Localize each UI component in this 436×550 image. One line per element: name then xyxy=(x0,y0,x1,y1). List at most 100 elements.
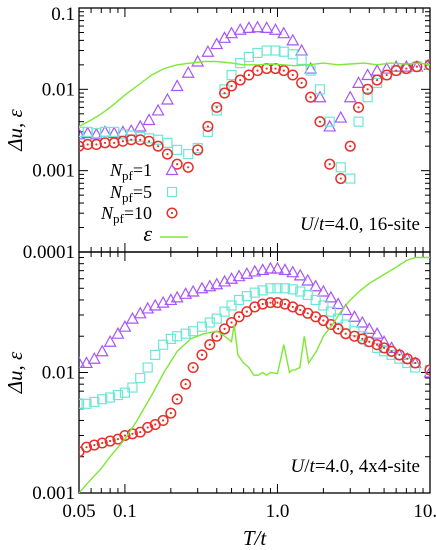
square-point xyxy=(150,349,161,360)
triangle-point xyxy=(170,290,184,303)
panel-annotation: U/t=4.0, 4x4-site xyxy=(291,456,420,477)
circle-point-center xyxy=(184,383,187,386)
square-point xyxy=(226,69,237,81)
circle-point xyxy=(96,437,108,449)
circle-point-center xyxy=(405,67,408,70)
legend-triangle-marker xyxy=(165,163,179,176)
circle-point-center xyxy=(146,426,149,429)
square-point xyxy=(270,45,281,56)
circle-point xyxy=(271,297,284,309)
circle-point-center xyxy=(130,138,133,141)
triangle-point xyxy=(186,284,200,297)
legend-square-marker xyxy=(166,186,178,198)
circle-point xyxy=(202,120,214,132)
circle-point-center xyxy=(176,398,179,401)
triangle-point xyxy=(181,65,195,78)
triangle-point xyxy=(79,356,94,369)
circle-point xyxy=(104,435,116,447)
square-point xyxy=(335,162,346,173)
triangle-point xyxy=(225,26,239,39)
triangle-point xyxy=(141,301,155,314)
circle-point-center xyxy=(353,335,356,338)
square-point xyxy=(79,398,85,409)
square-point xyxy=(272,283,283,294)
square-point xyxy=(318,300,329,311)
circle-point xyxy=(243,69,255,81)
circle-point xyxy=(196,349,208,361)
circle-point-center xyxy=(414,361,417,365)
circle-point-center xyxy=(200,353,204,356)
circle-point-center xyxy=(95,143,98,146)
plot-area xyxy=(79,20,430,185)
circle-point xyxy=(152,140,164,152)
circle-point-center xyxy=(245,310,248,313)
circle-point-center xyxy=(113,141,116,144)
square-point xyxy=(296,54,307,66)
circle-point-center xyxy=(314,315,317,318)
triangle-point xyxy=(355,315,369,328)
circle-point xyxy=(264,297,277,309)
circle-point xyxy=(90,138,102,151)
triangle-point xyxy=(240,266,254,279)
y-tick-label: 0.001 xyxy=(32,483,75,504)
y-tick-label: 0.1 xyxy=(51,4,75,25)
circle-point-center xyxy=(79,145,81,148)
circle-point xyxy=(117,135,129,147)
square-point xyxy=(353,116,364,127)
circle-point-center xyxy=(101,441,104,445)
square-point xyxy=(243,51,255,63)
square-point xyxy=(241,291,252,302)
circle-point-center xyxy=(361,337,364,341)
square-point xyxy=(305,65,316,76)
triangle-point xyxy=(79,127,86,140)
circle-point xyxy=(249,301,261,313)
circle-point xyxy=(371,339,383,351)
circle-point xyxy=(234,74,246,86)
triangle-point xyxy=(362,322,376,335)
epsilon-line xyxy=(79,60,430,128)
triangle-point xyxy=(242,21,256,33)
square-point xyxy=(172,331,183,342)
circle-point-center xyxy=(406,357,409,360)
triangle-point xyxy=(179,287,193,299)
circle-point-center xyxy=(253,305,256,309)
triangle-point xyxy=(218,274,232,287)
y-tick-label: 0.01 xyxy=(42,363,75,384)
square-point xyxy=(183,148,194,160)
circle-point-center xyxy=(176,163,179,166)
circle-point xyxy=(390,65,402,77)
circle-point-center xyxy=(366,88,369,91)
legend-label: Npf=5 xyxy=(109,182,152,205)
circle-point xyxy=(225,80,238,92)
triangle-point xyxy=(103,334,117,347)
circle-point xyxy=(219,323,231,335)
circle-point-center xyxy=(93,443,96,447)
circle-point-center xyxy=(376,78,379,82)
square-point xyxy=(249,287,260,298)
circle-point-center xyxy=(291,305,294,309)
triangle-point xyxy=(380,61,394,74)
circle-point-center xyxy=(376,343,379,346)
circle-point xyxy=(88,439,100,451)
circle-point-center xyxy=(230,321,233,324)
circle-point-center xyxy=(208,343,211,346)
circle-point-center xyxy=(337,327,340,331)
triangle-point xyxy=(277,26,291,39)
triangle-point xyxy=(260,21,274,33)
triangle-point xyxy=(111,326,125,339)
circle-point xyxy=(411,61,423,73)
circle-point-center xyxy=(306,312,309,315)
circle-point xyxy=(187,361,199,374)
circle-point-center xyxy=(349,145,352,148)
circle-point xyxy=(171,393,183,405)
circle-point xyxy=(409,357,421,369)
triangle-point xyxy=(170,79,184,92)
circle-point-center xyxy=(206,125,210,128)
circle-point-center xyxy=(215,335,218,338)
circle-point-center xyxy=(322,319,325,322)
circle-point xyxy=(257,298,269,310)
circle-point-center xyxy=(368,340,371,343)
square-point xyxy=(135,372,146,384)
square-point xyxy=(325,306,336,317)
y-tick-label: 0.001 xyxy=(32,161,75,182)
